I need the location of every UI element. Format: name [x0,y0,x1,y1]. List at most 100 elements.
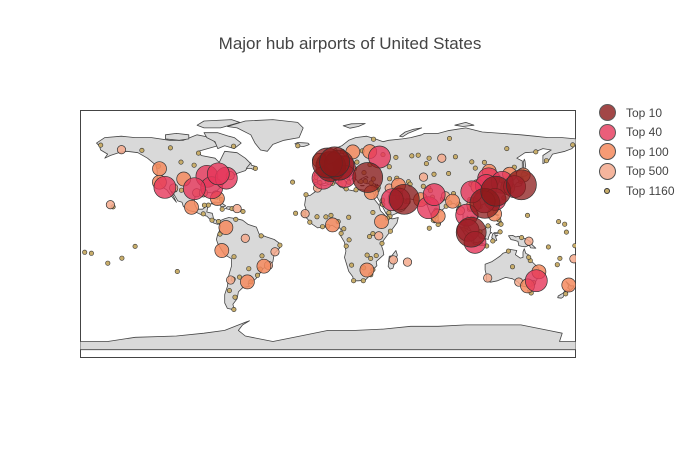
airport-marker-top1160[interactable] [562,221,568,227]
airport-marker-top10[interactable] [506,169,537,201]
airport-marker-top1160[interactable] [216,219,222,225]
airport-marker-top1160[interactable] [533,149,539,155]
airport-marker-top1160[interactable] [105,260,111,266]
airport-marker-top1160[interactable] [98,142,104,148]
airport-marker-top1160[interactable] [255,272,261,278]
airport-marker-top1160[interactable] [379,240,385,246]
airport-marker-top500[interactable] [524,236,534,246]
airport-marker-top1160[interactable] [524,212,530,218]
airport-marker-top100[interactable] [240,274,255,290]
airport-marker-top1160[interactable] [545,244,551,250]
airport-marker-top1160[interactable] [472,165,478,171]
airport-marker-top1160[interactable] [232,294,238,300]
airport-marker-top500[interactable] [418,172,429,182]
airport-marker-top1160[interactable] [258,233,264,239]
airport-marker-top1160[interactable] [320,224,326,230]
airport-marker-top100[interactable] [256,258,272,274]
airport-marker-top1160[interactable] [191,162,197,168]
airport-marker-top1160[interactable] [498,221,504,227]
airport-marker-top100[interactable] [184,199,199,215]
airport-marker-top1160[interactable] [259,253,265,259]
airport-marker-top1160[interactable] [364,252,370,258]
airport-marker-top10[interactable] [352,162,384,193]
airport-marker-top1160[interactable] [252,165,258,171]
airport-marker-top100[interactable] [445,193,460,209]
airport-marker-top500[interactable] [270,247,280,257]
airport-marker-top1160[interactable] [323,214,329,220]
airport-marker-top1160[interactable] [497,229,503,235]
airport-marker-top500[interactable] [240,233,250,243]
airport-marker-top100[interactable] [214,243,230,258]
airport-marker-top1160[interactable] [233,216,239,222]
airport-marker-top500[interactable] [232,204,242,214]
airport-marker-top500[interactable] [105,200,115,210]
airport-marker-top1160[interactable] [509,264,515,270]
airport-marker-top10[interactable] [455,216,487,248]
airport-marker-top1160[interactable] [370,210,376,216]
airport-marker-top100[interactable] [374,214,389,229]
airport-marker-top1160[interactable] [303,192,309,198]
legend-item-top100[interactable]: Top 100 [592,142,692,162]
airport-marker-top1160[interactable] [246,266,252,272]
airport-marker-top1160[interactable] [415,152,421,158]
airport-marker-top1160[interactable] [226,288,232,294]
airport-marker-top1160[interactable] [351,278,357,284]
airport-marker-top1160[interactable] [353,187,359,193]
airport-marker-top1160[interactable] [293,210,299,216]
legend-item-top500[interactable]: Top 500 [592,162,692,182]
airport-marker-top1160[interactable] [237,274,243,280]
airport-marker-top500[interactable] [388,255,398,265]
airport-marker-top1160[interactable] [505,248,511,254]
airport-marker-top1160[interactable] [314,214,320,220]
airport-marker-top1160[interactable] [393,154,399,160]
airport-marker-top1160[interactable] [219,206,225,212]
airport-marker-top1160[interactable] [368,256,374,262]
airport-marker-top1160[interactable] [307,219,313,225]
airport-marker-top1160[interactable] [200,211,206,217]
airport-marker-top1160[interactable] [373,253,379,259]
airport-marker-top1160[interactable] [360,278,366,284]
world-map[interactable] [80,110,576,358]
airport-marker-top1160[interactable] [201,202,207,208]
airport-marker-top500[interactable] [437,153,447,163]
airport-marker-top1160[interactable] [420,183,426,189]
airport-marker-top1160[interactable] [231,143,237,149]
airport-marker-top500[interactable] [226,275,236,285]
airport-marker-top1160[interactable] [354,159,360,165]
airport-marker-top1160[interactable] [526,254,532,260]
airport-marker-top1160[interactable] [423,161,429,167]
airport-marker-top1160[interactable] [409,153,415,159]
airport-marker-top1160[interactable] [88,250,94,256]
airport-marker-top10[interactable] [319,146,350,178]
airport-marker-top40[interactable] [422,183,446,206]
airport-marker-top1160[interactable] [543,158,549,164]
airport-marker-top500[interactable] [116,145,127,155]
airport-marker-top500[interactable] [374,231,384,241]
airport-marker-top500[interactable] [569,254,576,264]
airport-marker-top1160[interactable] [295,143,301,149]
airport-marker-top1160[interactable] [231,254,237,260]
airport-marker-top1160[interactable] [231,307,237,313]
airport-marker-top1160[interactable] [174,269,180,275]
airport-marker-top1160[interactable] [452,154,458,160]
airport-marker-top1160[interactable] [346,237,352,243]
airport-marker-top1160[interactable] [366,234,372,240]
airport-marker-top1160[interactable] [504,146,510,152]
airport-marker-top1160[interactable] [290,179,296,185]
airport-marker-top1160[interactable] [209,217,215,223]
airport-marker-top500[interactable] [483,273,493,283]
airport-marker-top1160[interactable] [481,159,487,165]
airport-marker-top100[interactable] [218,220,234,235]
airport-marker-top100[interactable] [325,217,340,233]
airport-marker-top1160[interactable] [82,249,88,255]
airport-marker-top40[interactable] [206,162,230,186]
airport-marker-top1160[interactable] [341,226,347,232]
airport-marker-top10[interactable] [480,175,512,207]
airport-marker-top10[interactable] [388,183,420,215]
airport-marker-top1160[interactable] [387,176,393,182]
airport-marker-top1160[interactable] [343,243,349,249]
airport-marker-top1160[interactable] [139,147,145,153]
airport-marker-top1160[interactable] [563,291,569,297]
airport-marker-top1160[interactable] [556,219,562,225]
airport-marker-top1160[interactable] [519,235,525,241]
